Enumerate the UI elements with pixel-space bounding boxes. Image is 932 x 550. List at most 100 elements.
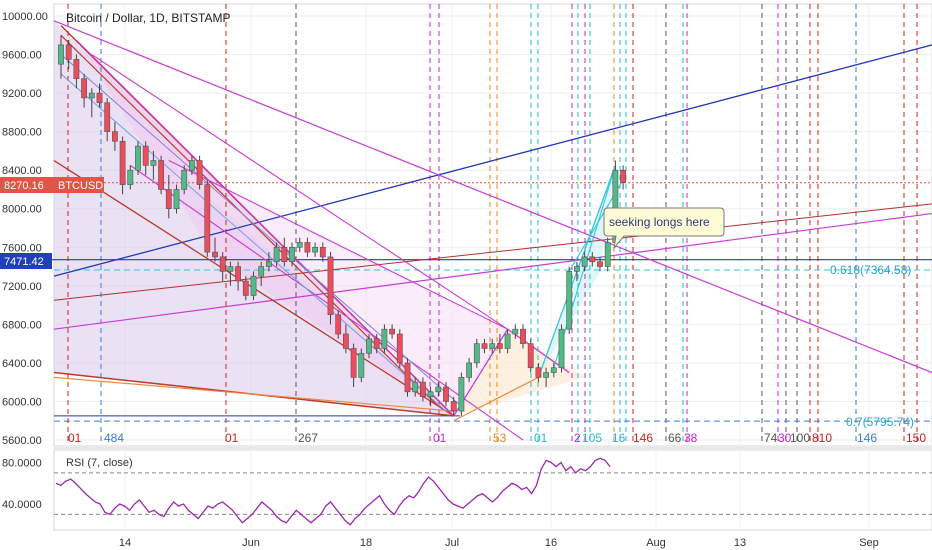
candle <box>389 324 395 339</box>
y-tick-label: 8400.00 <box>2 165 42 177</box>
candle <box>604 237 611 272</box>
candle-body <box>65 44 72 60</box>
candle-body <box>204 184 211 253</box>
candle <box>373 334 380 354</box>
candle <box>350 343 357 387</box>
candle-body <box>419 381 426 397</box>
candle-body <box>566 271 573 330</box>
candle <box>81 73 87 108</box>
rsi-tick-label: 40.0000 <box>2 499 42 511</box>
vertical-line-label: 267 <box>298 431 318 445</box>
x-tick-label: 14 <box>119 537 131 549</box>
candle-body <box>212 251 218 258</box>
candle-body <box>135 145 141 171</box>
candle <box>235 261 241 291</box>
candle <box>404 358 411 397</box>
candle-body <box>289 246 295 263</box>
x-tick-label: 16 <box>545 537 557 549</box>
price-axis: 10000.00 9600.00 9200.00 8800.00 8400.00 8000… <box>2 11 48 511</box>
candle <box>65 40 72 69</box>
vertical-line-label: 2 <box>574 431 581 445</box>
candle <box>73 54 80 89</box>
candle <box>204 179 211 257</box>
candle-body <box>327 256 334 316</box>
candle <box>312 242 318 257</box>
annotation-callout[interactable]: seeking longs here <box>603 207 725 250</box>
candle <box>296 237 303 253</box>
candle-body <box>196 160 203 185</box>
candle <box>358 348 365 383</box>
candle-body <box>481 343 488 349</box>
blue-uptrend-line <box>53 44 932 277</box>
candle <box>173 184 180 214</box>
candle-body <box>581 256 588 267</box>
candle <box>427 387 434 407</box>
orange-harmonic-leg <box>453 376 539 422</box>
vertical-line-label: 105 <box>582 431 602 445</box>
candle <box>543 367 549 387</box>
callout-text: seeking longs here <box>609 215 710 229</box>
candle-body <box>558 328 565 369</box>
candle <box>381 324 388 354</box>
magenta-fan-1 <box>76 39 455 417</box>
candle <box>342 324 349 354</box>
candle-body <box>520 328 526 344</box>
red-rising-line <box>53 203 932 301</box>
candle-body <box>396 333 403 364</box>
candle-body <box>219 256 226 272</box>
rsi-title: RSI (7, close) <box>66 457 133 469</box>
x-tick-label: 18 <box>360 537 372 549</box>
y-tick-label: 6400.00 <box>2 358 42 370</box>
candle <box>127 165 134 190</box>
vertical-line-label: 16 <box>612 431 626 445</box>
candle-body <box>504 333 511 349</box>
candle <box>196 155 203 190</box>
candle <box>489 338 496 354</box>
candle <box>189 155 195 175</box>
candle <box>335 309 342 339</box>
candle-body <box>127 169 134 185</box>
vertical-line-label: 66 <box>668 431 682 445</box>
candle <box>419 377 426 402</box>
candle <box>96 83 103 108</box>
candle <box>273 242 280 267</box>
candle <box>527 338 534 373</box>
time-axis: 14 Jun 18 Jul 16 Aug 13 Sep <box>119 537 879 549</box>
candle <box>265 252 272 272</box>
candle <box>597 256 603 272</box>
candle-body <box>281 246 288 263</box>
candle-body <box>296 242 303 248</box>
candle <box>481 338 488 354</box>
candle-body <box>96 92 103 104</box>
candle <box>227 261 234 286</box>
candle <box>212 237 218 262</box>
candle-body <box>358 352 365 378</box>
x-tick-label: Aug <box>646 537 666 549</box>
candle-body <box>443 386 449 402</box>
candle <box>250 271 257 301</box>
candle-body <box>250 275 257 296</box>
candle-body <box>450 401 457 412</box>
candle <box>150 150 157 180</box>
candle-body <box>435 386 442 393</box>
candle-body <box>512 328 519 335</box>
candle-body <box>604 242 611 267</box>
candle <box>589 252 596 267</box>
candle <box>466 358 472 383</box>
candle-body <box>119 140 126 185</box>
candle-body <box>527 343 534 369</box>
x-tick-label: Jul <box>445 537 459 549</box>
harmonic-fill-orange <box>453 329 585 416</box>
vertical-line-label: 01 <box>225 431 239 445</box>
candle <box>443 382 449 407</box>
candle-body <box>235 266 241 282</box>
candle <box>550 362 557 378</box>
magenta-rising-line <box>53 212 932 330</box>
candle <box>112 122 118 151</box>
candle <box>581 252 588 272</box>
candle <box>412 377 419 397</box>
x-tick-label: 13 <box>734 537 746 549</box>
candle-body <box>550 367 557 373</box>
y-tick-label: 8000.00 <box>2 204 42 216</box>
